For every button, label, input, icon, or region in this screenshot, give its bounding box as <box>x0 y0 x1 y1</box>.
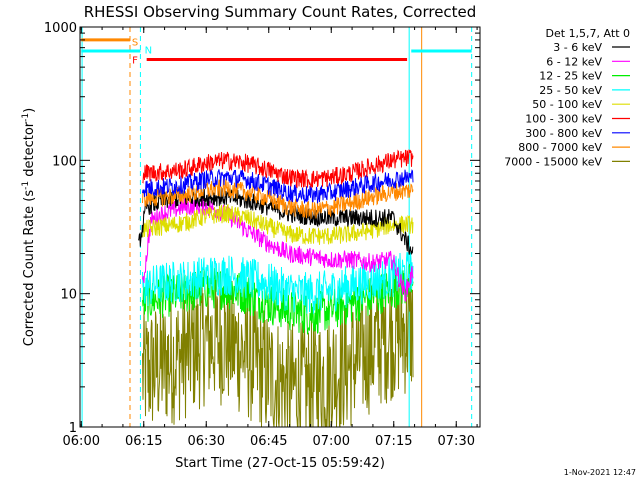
series-line-7 <box>142 178 414 219</box>
y-tick-label-0: 1 <box>69 421 77 436</box>
legend-label-0: 3 - 6 keV <box>553 41 602 54</box>
x-tick-label-0: 06:00 <box>63 434 100 449</box>
x-tick-label-6: 07:30 <box>438 434 475 449</box>
y-axis-label-mid: detector <box>22 121 37 181</box>
y-axis-label: Corrected Count Rate (s-1 detector-1) <box>21 108 37 346</box>
series-line-1 <box>142 197 414 302</box>
legend-label-3: 25 - 50 keV <box>539 84 602 97</box>
x-tick-label-1: 06:15 <box>125 434 162 449</box>
legend-label-4: 50 - 100 keV <box>532 98 602 111</box>
y-tick-label-3: 1000 <box>44 21 77 36</box>
y-axis-label-sup2: -1 <box>21 113 31 122</box>
series-line-8 <box>142 269 414 428</box>
legend-label-8: 7000 - 15000 keV <box>504 155 602 168</box>
series-line-4 <box>142 203 414 246</box>
x-tick-label-2: 06:30 <box>188 434 225 449</box>
legend-label-6: 300 - 800 keV <box>525 127 602 140</box>
y-axis-label-main: Corrected Count Rate (s <box>22 190 37 347</box>
legend-label-1: 6 - 12 keV <box>546 55 602 68</box>
flag-label-1: N <box>145 45 152 56</box>
legend-header: Det 1,5,7, Att 0 <box>546 27 630 40</box>
y-axis-label-end: ) <box>22 108 37 113</box>
legend-label-5: 100 - 300 keV <box>525 113 602 126</box>
vertical-markers <box>81 27 473 427</box>
y-tick-label-2: 100 <box>52 154 77 169</box>
plot-frame <box>79 26 481 428</box>
x-tick-label-5: 07:15 <box>375 434 412 449</box>
x-tick-label-3: 06:45 <box>250 434 287 449</box>
legend-label-2: 12 - 25 keV <box>539 70 602 83</box>
legend-label-7: 800 - 7000 keV <box>518 141 602 154</box>
flag-bars: SNF <box>81 37 472 67</box>
axes: 06:00 06:15 06:30 06:45 07:00 07:15 07:30 1 10 10… <box>44 21 480 449</box>
x-axis-label: Start Time (27-Oct-15 05:59:42) <box>175 456 385 471</box>
series-line-5 <box>142 149 414 189</box>
series-line-3 <box>142 252 414 314</box>
chart-title: RHESSI Observing Summary Count Rates, Co… <box>84 3 477 21</box>
footer-date: 1-Nov-2021 12:47 <box>564 468 636 477</box>
y-axis-label-sup1: -1 <box>21 181 31 190</box>
flag-label-2: F <box>132 56 138 67</box>
x-tick-label-4: 07:00 <box>313 434 350 449</box>
series-line-6 <box>142 169 414 205</box>
flag-label-0: S <box>132 37 138 48</box>
y-tick-label-1: 10 <box>60 288 77 303</box>
series-layer <box>137 149 414 428</box>
